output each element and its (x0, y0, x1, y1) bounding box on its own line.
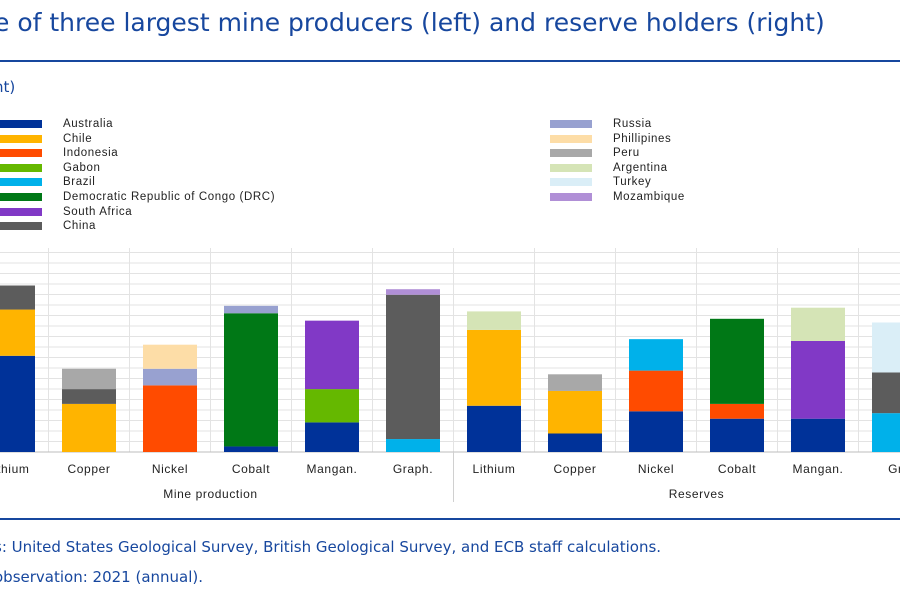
bar-segment (791, 307, 845, 341)
category-tick-label: Graph. (393, 462, 433, 476)
bar-segment (0, 309, 35, 356)
legend-label: Democratic Republic of Congo (DRC) (63, 190, 276, 203)
legend-swatch (550, 134, 592, 143)
bar-segment (62, 368, 116, 390)
legend-swatch (0, 134, 42, 143)
legend-label: Turkey (613, 176, 652, 189)
bar-segment (62, 403, 116, 452)
bar-segment (872, 322, 900, 373)
bar-segment (143, 344, 197, 369)
legend-label: Argentina (613, 161, 668, 174)
legend-label: Russia (613, 118, 652, 130)
category-tick-label: Cobalt (718, 462, 756, 476)
legend-label: China (63, 220, 97, 233)
category-tick-label: Copper (68, 462, 111, 476)
legend-label: Phillipines (613, 132, 672, 145)
legend-label: Australia (63, 118, 114, 130)
legend-swatch (550, 120, 592, 128)
bar-segment (386, 289, 440, 295)
bar-segment (629, 339, 683, 371)
legend-swatch (0, 178, 42, 187)
category-tick-label: Mangan. (793, 462, 844, 476)
legend-swatch (550, 163, 592, 172)
bar-segment (0, 355, 35, 452)
legend-label: Peru (613, 147, 640, 160)
stacked-bar-chart: Lithium Copper Nickel Cobalt Mangan. Graph. Li… (0, 248, 900, 502)
legend-swatch (0, 222, 42, 231)
bar-segment (467, 405, 521, 452)
bar-segment (143, 385, 197, 452)
unit-label: nt) (0, 78, 16, 96)
category-tick-label: Mangan. (307, 462, 358, 476)
bar-segment (548, 433, 602, 452)
legend-label: Indonesia (63, 147, 119, 160)
latest-observation-note: observation: 2021 (annual). (0, 568, 204, 586)
bar-segment (791, 418, 845, 452)
bar-segment (224, 305, 278, 314)
legend-swatch (550, 178, 592, 187)
category-tick-label: Cobalt (232, 462, 270, 476)
legend-swatch (0, 120, 42, 128)
category-tick-label: Lithium (0, 462, 29, 476)
bar-segment (710, 403, 764, 419)
legend-swatch (0, 192, 42, 201)
legend-label: Gabon (63, 161, 101, 174)
bar-segment (386, 439, 440, 452)
bar-segment (548, 390, 602, 434)
category-tick-label: Copper (554, 462, 597, 476)
bar-segment (143, 368, 197, 386)
category-tick-label: Gra (888, 462, 900, 476)
group-label: Reserves (669, 487, 724, 501)
group-label: Mine production (163, 487, 257, 501)
bar-segment (467, 329, 521, 406)
bar-segment (548, 374, 602, 391)
title-rule (0, 60, 900, 62)
legend-label: Brazil (63, 176, 96, 189)
bar-segment (791, 341, 845, 419)
legend-swatch (0, 149, 42, 158)
bar-segment (305, 389, 359, 423)
bar-segment (224, 313, 278, 447)
bar-segment (467, 311, 521, 330)
legend-label: South Africa (63, 205, 133, 218)
category-tick-label: Lithium (473, 462, 516, 476)
legend-swatch (550, 192, 592, 201)
category-tick-label: Nickel (638, 462, 674, 476)
legend-swatch (0, 207, 42, 216)
bar-segment (710, 418, 764, 452)
bar-segment (629, 370, 683, 412)
legend-swatch (0, 163, 42, 172)
chart-title: e of three largest mine producers (left)… (0, 8, 825, 37)
legend-label: Chile (63, 132, 93, 145)
bar-segment (305, 320, 359, 390)
legend-label: Mozambique (613, 190, 685, 203)
category-tick-label: Nickel (152, 462, 188, 476)
bar-segment (629, 411, 683, 452)
bar-segment (0, 285, 35, 310)
bar-segment (386, 294, 440, 440)
bar-segment (872, 372, 900, 414)
bar-segment (872, 413, 900, 452)
sources-note: s: United States Geological Survey, Brit… (0, 538, 662, 556)
bar-segment (62, 389, 116, 404)
legend-swatch (550, 149, 592, 158)
bar-segment (710, 318, 764, 404)
bar-segment (305, 422, 359, 452)
notes-rule (0, 518, 900, 520)
bar-segment (224, 446, 278, 452)
